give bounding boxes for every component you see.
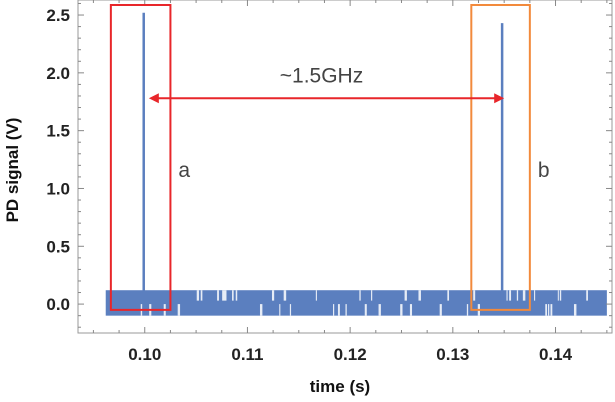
y-tick-label: 1.5 [46, 122, 70, 141]
noise-gap [447, 290, 450, 301]
y-axis-label: PD signal (V) [3, 118, 22, 223]
plot-frame [77, 0, 613, 334]
noise-gap [418, 290, 421, 301]
noise-gap [359, 290, 361, 301]
arrow-head-right [494, 93, 505, 104]
noise-gap [259, 304, 263, 316]
noise-gap [506, 290, 508, 301]
noise-fill [105, 290, 607, 316]
x-tick-label: 0.11 [231, 345, 263, 364]
noise-gap [400, 304, 403, 316]
y-tick-label: 2.5 [46, 6, 70, 25]
noise-gap [378, 304, 381, 316]
noise-band [105, 290, 607, 316]
x-tick-label: 0.12 [334, 345, 367, 364]
noise-gap [371, 290, 373, 301]
noise-gap [534, 290, 536, 301]
noise-gap [466, 304, 469, 316]
noise-gap [586, 290, 588, 301]
noise-gap [516, 290, 519, 301]
noise-gap [559, 290, 562, 301]
y-tick-label: 0.0 [46, 295, 70, 314]
y-tick-labels: 0.0 0.5 1.0 1.5 2.0 2.5 [46, 6, 70, 314]
noise-gap [337, 304, 340, 316]
box-a-label: a [178, 159, 190, 182]
arrow-head-left [148, 93, 159, 104]
noise-gap [557, 290, 559, 301]
highlight-box-a [109, 4, 172, 311]
noise-gap [333, 304, 335, 316]
noise-gap [177, 304, 181, 316]
y-tick-label: 2.0 [46, 64, 70, 83]
noise-gap [289, 304, 292, 316]
frequency-label: ~1.5GHz [280, 64, 363, 87]
noise-gap [409, 304, 413, 316]
noise-gap [232, 290, 234, 301]
peaks [142, 12, 504, 305]
noise-gap [522, 290, 526, 301]
noise-gap [404, 290, 407, 301]
noise-gap [271, 290, 275, 301]
x-axis-label: time (s) [310, 377, 370, 396]
x-tick-label: 0.10 [128, 345, 161, 364]
y-tick-label: 0.5 [46, 237, 70, 256]
x-tick-labels: 0.10 0.11 0.12 0.13 0.14 [128, 345, 572, 364]
noise-gap [548, 304, 550, 316]
noise-gap [509, 290, 512, 301]
y-tick-label: 1.0 [46, 179, 70, 198]
noise-gap [545, 304, 548, 316]
noise-gap [550, 304, 553, 316]
noise-gap [196, 290, 199, 301]
noise-gap [217, 290, 219, 301]
noise-gap [573, 304, 577, 316]
x-tick-label: 0.14 [539, 345, 573, 364]
noise-gap [283, 290, 287, 301]
x-tick-label: 0.13 [436, 345, 469, 364]
noise-gap [345, 304, 347, 316]
noise-gap [439, 304, 442, 316]
noise-gap [200, 290, 203, 301]
noise-gap [279, 304, 281, 316]
noise-gap [222, 290, 225, 301]
box-b-label: b [538, 159, 550, 182]
noise-gap [315, 290, 317, 301]
highlight-box-b [470, 4, 531, 311]
noise-gap [224, 290, 227, 301]
noise-gap [473, 290, 476, 301]
noise-gap [235, 290, 238, 301]
axis-ticks [78, 0, 612, 333]
noise-gap [364, 304, 367, 316]
